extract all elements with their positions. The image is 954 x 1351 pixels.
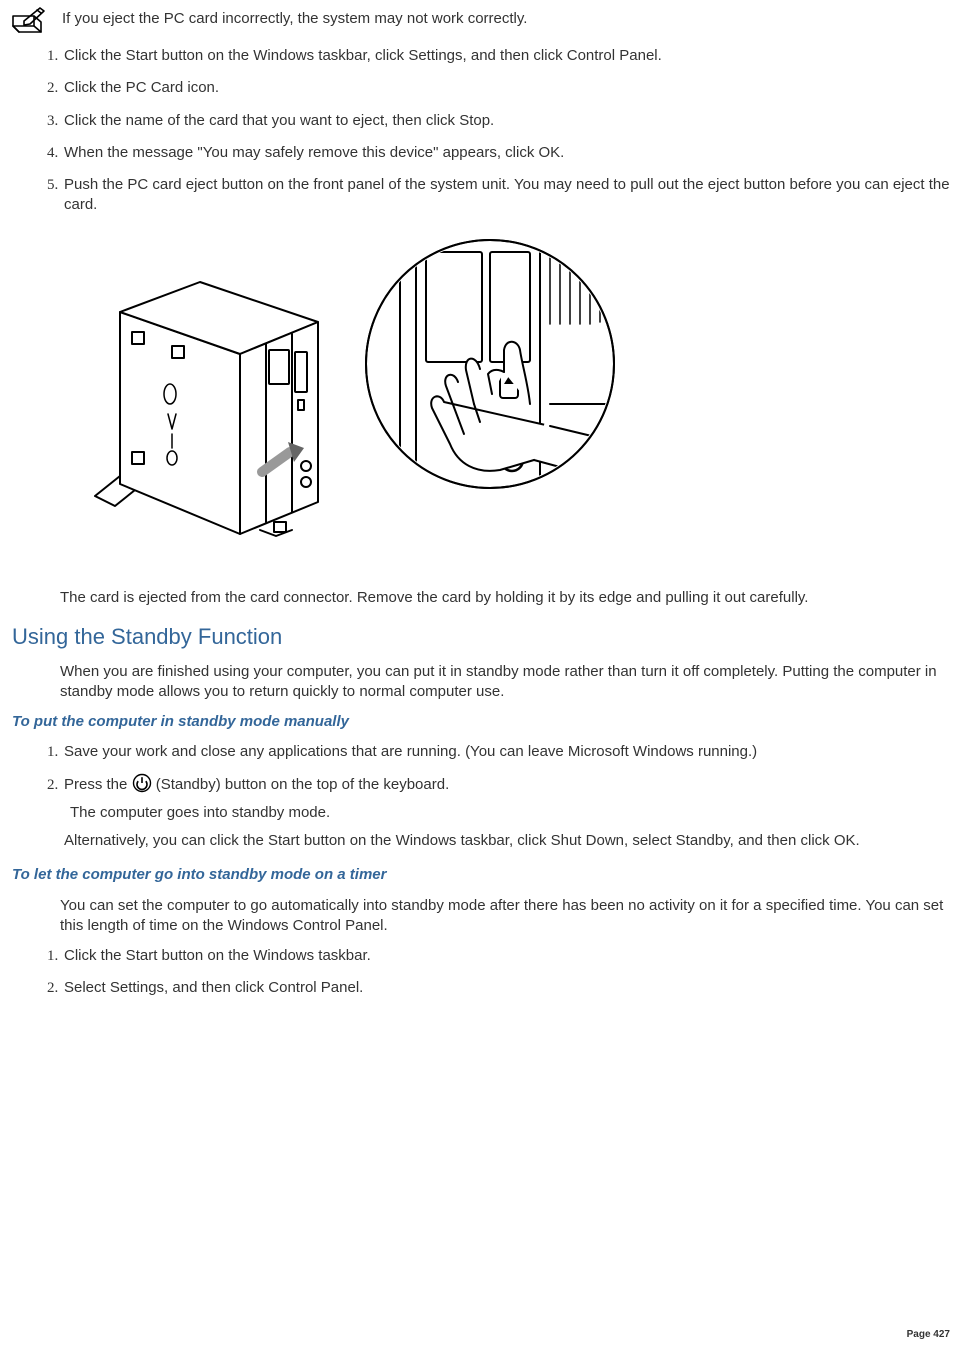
step-sub-text: The computer goes into standby mode. (70, 803, 950, 823)
pen-tablet-icon (10, 4, 52, 34)
timer-steps-list: Click the Start button on the Windows ta… (4, 946, 950, 999)
list-item-text: Click the Start button on the Windows ta… (64, 47, 662, 64)
list-item: Press the (Standby) button on the top of… (62, 775, 950, 852)
list-item-text: When the message "You may safely remove … (64, 144, 564, 161)
list-item: Click the PC Card icon. (62, 78, 950, 98)
eject-steps-list: Click the Start button on the Windows ta… (4, 46, 950, 216)
step-text-pre: Press the (64, 776, 132, 793)
list-item-text: Click the PC Card icon. (64, 79, 219, 96)
list-item: Click the Start button on the Windows ta… (62, 46, 950, 66)
standby-manual-steps: Save your work and close any application… (4, 742, 950, 851)
list-item-text: Click the Start button on the Windows ta… (64, 947, 371, 964)
step-text-post: (Standby) button on the top of the keybo… (156, 776, 450, 793)
list-item: When the message "You may safely remove … (62, 143, 950, 163)
subhead-timer: To let the computer go into standby mode… (12, 865, 950, 885)
list-item-text: Push the PC card eject button on the fro… (64, 176, 950, 213)
warning-note-text: If you eject the PC card incorrectly, th… (62, 9, 527, 29)
list-item-text: Select Settings, and then click Control … (64, 979, 363, 996)
list-item: Select Settings, and then click Control … (62, 978, 950, 998)
list-item: Save your work and close any application… (62, 742, 950, 762)
subhead-manual: To put the computer in standby mode manu… (12, 712, 950, 732)
list-item: Push the PC card eject button on the fro… (62, 175, 950, 216)
warning-note: If you eject the PC card incorrectly, th… (10, 4, 950, 34)
step-alt-text: Alternatively, you can click the Start b… (64, 831, 950, 851)
list-item-text: Click the name of the card that you want… (64, 112, 494, 129)
section-intro-paragraph: When you are finished using your compute… (60, 662, 950, 703)
eject-illustration (60, 234, 950, 570)
list-item-text: Save your work and close any application… (64, 743, 757, 760)
standby-button-icon (132, 773, 152, 793)
section-heading-standby: Using the Standby Function (12, 622, 950, 652)
list-item: Click the name of the card that you want… (62, 111, 950, 131)
list-item: Click the Start button on the Windows ta… (62, 946, 950, 966)
timer-intro-paragraph: You can set the computer to go automatic… (60, 896, 950, 937)
post-figure-paragraph: The card is ejected from the card connec… (60, 588, 950, 608)
page-number: Page 427 (907, 1328, 950, 1342)
